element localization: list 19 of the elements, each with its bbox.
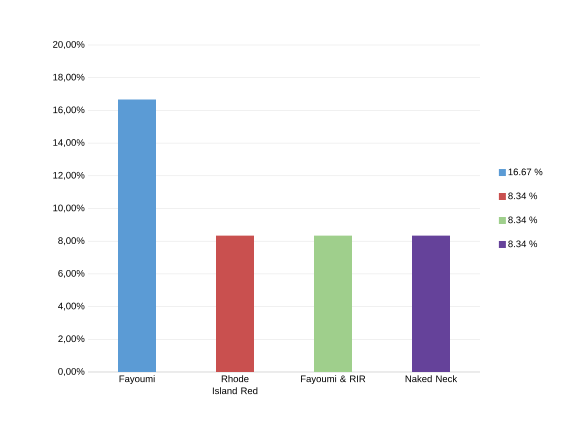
legend-label: 8.34 % bbox=[508, 192, 538, 200]
y-tick-label: 4,00% bbox=[58, 302, 84, 311]
x-tick-label: Naked Neck bbox=[406, 375, 458, 382]
x-tick-label: Fayoumi bbox=[120, 375, 155, 384]
y-tick-label: 14,00% bbox=[53, 139, 84, 148]
y-tick-label: 6,00% bbox=[58, 270, 84, 278]
y-tick-label: 0,00% bbox=[58, 368, 84, 376]
y-tick-label: 8,00% bbox=[58, 237, 84, 246]
y-tick-label: 20,00% bbox=[53, 41, 84, 49]
y-tick-label: 16,00% bbox=[53, 106, 84, 114]
legend-label: 16.67 % bbox=[508, 168, 542, 176]
x-tick-label: Fayoumi & RIR bbox=[301, 375, 366, 384]
x-tick-label: Rhode Island Red bbox=[212, 375, 258, 394]
y-tick-label: 10,00% bbox=[53, 204, 84, 212]
legend-label: 8.34 % bbox=[508, 216, 538, 224]
y-tick-label: 12,00% bbox=[53, 172, 84, 180]
y-tick-label: 18,00% bbox=[53, 74, 84, 82]
y-tick-label: 2,00% bbox=[58, 335, 84, 344]
legend-label: 8.34 % bbox=[508, 240, 538, 248]
